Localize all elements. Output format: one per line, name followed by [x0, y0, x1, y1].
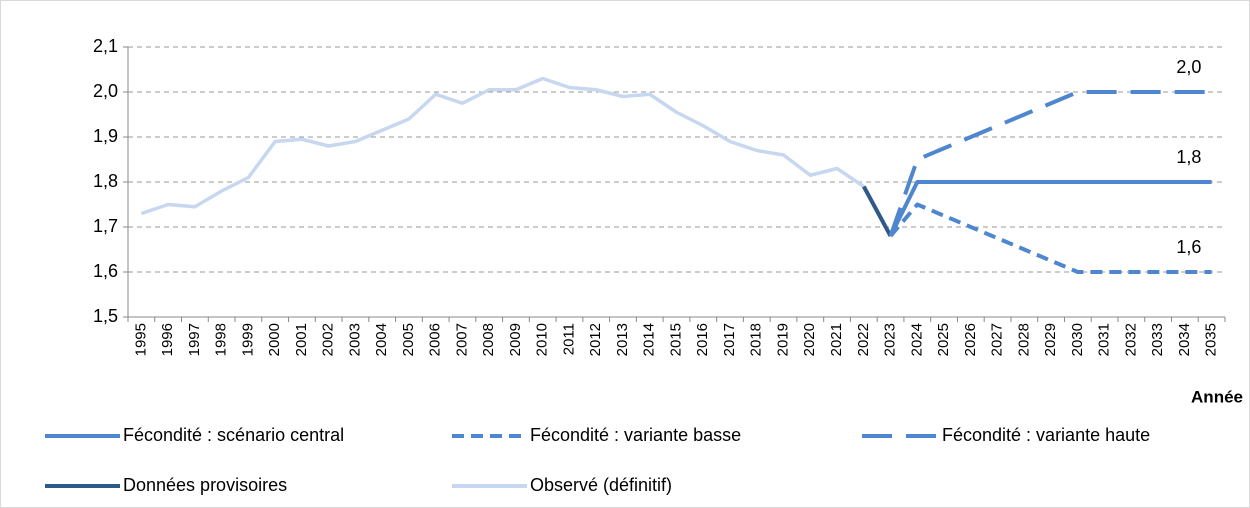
x-tick-label: 2003 — [346, 323, 363, 356]
x-tick-label: 2024 — [908, 323, 925, 356]
x-tick-label: 2006 — [427, 323, 444, 356]
x-tick-label: 2008 — [480, 323, 497, 356]
data-label: 1,6 — [1176, 237, 1201, 257]
x-tick-label: 2001 — [293, 323, 310, 356]
x-tick-label: 2002 — [320, 323, 337, 356]
series-line — [889, 202, 1212, 274]
x-tick-label: 2026 — [962, 323, 979, 356]
legend-label: Fécondité : scénario central — [123, 425, 344, 445]
x-tick-label: 2028 — [1015, 323, 1032, 356]
x-tick-label: 2015 — [667, 323, 684, 356]
legend-label: Fécondité : variante haute — [942, 425, 1150, 445]
data-label: 2,0 — [1176, 57, 1201, 77]
legend-label: Observé (définitif) — [530, 475, 672, 495]
y-tick-label: 1,5 — [93, 306, 118, 326]
x-tick-label: 2031 — [1096, 323, 1113, 356]
x-tick-label: 2010 — [534, 323, 551, 356]
series-line — [140, 76, 865, 216]
data-label: 1,8 — [1176, 147, 1201, 167]
x-tick-label: 2021 — [828, 323, 845, 356]
x-tick-label: 2029 — [1042, 323, 1059, 356]
x-tick-label: 2000 — [266, 323, 283, 356]
series-line — [888, 180, 1212, 237]
x-tick-label: 2004 — [373, 323, 390, 356]
x-tick-label: 2013 — [614, 323, 631, 356]
x-tick-label: 2020 — [801, 323, 818, 356]
x-tick-label: 2019 — [774, 323, 791, 356]
x-tick-label: 1999 — [239, 323, 256, 356]
x-tick-label: 2027 — [989, 323, 1006, 356]
x-tick-label: 1996 — [159, 323, 176, 356]
series-line — [888, 90, 1212, 237]
x-tick-label: 2016 — [694, 323, 711, 356]
x-tick-label: 2025 — [935, 323, 952, 356]
x-tick-label: 2007 — [453, 323, 470, 356]
x-tick-label: 2035 — [1203, 323, 1220, 356]
x-tick-label: 2012 — [587, 323, 604, 356]
x-tick-label: 2018 — [748, 323, 765, 356]
y-tick-label: 2,1 — [93, 36, 118, 56]
x-tick-label: 2023 — [882, 323, 899, 356]
y-tick-label: 1,9 — [93, 126, 118, 146]
legend-label: Données provisoires — [123, 475, 287, 495]
x-tick-label: 2009 — [507, 323, 524, 356]
y-tick-label: 1,6 — [93, 261, 118, 281]
legend-label: Fécondité : variante basse — [530, 425, 741, 445]
series-line — [862, 185, 893, 237]
x-tick-label: 2014 — [641, 323, 658, 356]
y-tick-label: 1,7 — [93, 216, 118, 236]
x-tick-label: 2033 — [1149, 323, 1166, 356]
x-tick-label: 2022 — [855, 323, 872, 356]
x-axis-label: Année — [1191, 387, 1243, 406]
x-tick-label: 2011 — [560, 323, 577, 355]
x-tick-label: 1997 — [186, 323, 203, 356]
x-tick-label: 1995 — [132, 323, 149, 356]
x-tick-label: 2034 — [1176, 323, 1193, 356]
y-tick-label: 2,0 — [93, 81, 118, 101]
x-tick-label: 2030 — [1069, 323, 1086, 356]
x-tick-label: 2017 — [721, 323, 738, 356]
x-tick-label: 2005 — [400, 323, 417, 356]
y-tick-label: 1,8 — [93, 171, 118, 191]
x-tick-label: 2032 — [1122, 323, 1139, 356]
x-tick-label: 1998 — [213, 323, 230, 356]
